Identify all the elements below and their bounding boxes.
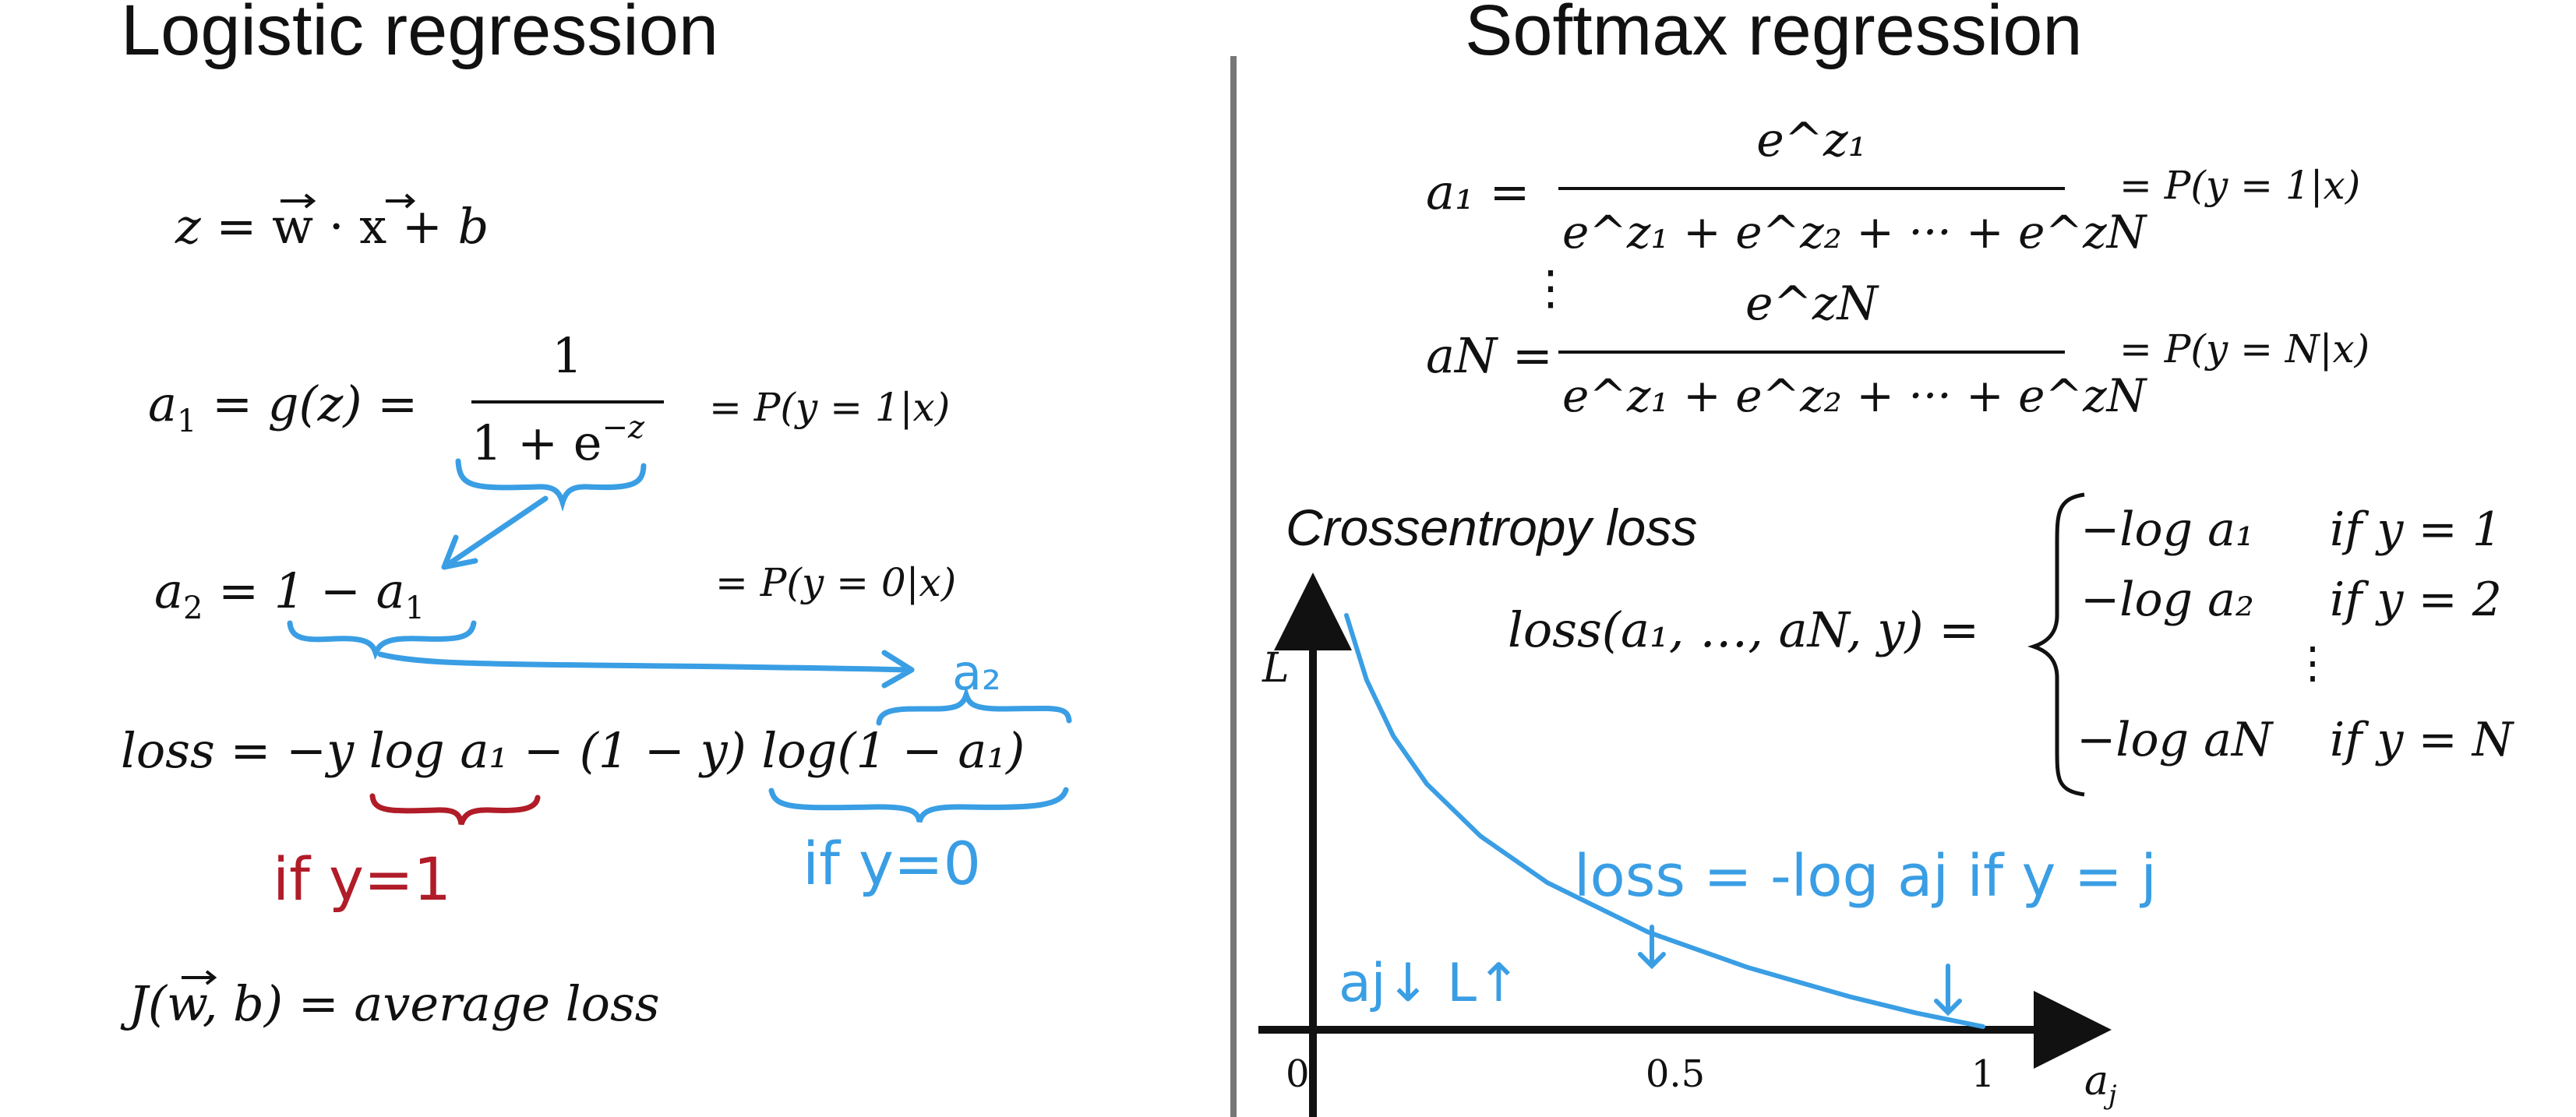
p-y1-label: = P(y = 1|x) <box>709 385 950 430</box>
softmax-a1-label: a₁ = <box>1426 164 1530 220</box>
w-vector-arrow <box>281 193 316 209</box>
case-1-expr: −log a₁ <box>2080 502 2254 557</box>
softmax-a1-denominator: e^z₁ + e^z₂ + ··· + e^zN <box>1562 206 2148 259</box>
a1-fraction-numerator: 1 <box>552 327 582 384</box>
loss-function-lhs: loss(a₁, …, aN, y) = <box>1508 601 1979 658</box>
brace-under-1-minus-a1 <box>287 620 477 661</box>
loss-cases: −log a₁ if y = 1 −log a₂ if y = 2 ⋮ −log… <box>2077 502 2515 767</box>
a2-equation: a2 = 1 − a1 <box>154 562 425 626</box>
note-a2: a₂ <box>952 644 1001 701</box>
blue-arrow-to-a1 <box>441 495 549 570</box>
red-brace <box>369 793 541 826</box>
blue-brace-a2 <box>876 685 1072 726</box>
x-tick-0.5: 0.5 <box>1646 1052 1705 1096</box>
crossentropy-title: Crossentropy loss <box>1286 499 1697 556</box>
y-axis-label: L <box>1262 645 1290 692</box>
softmax-aN-numerator: e^zN <box>1745 277 1879 331</box>
cost-w-vector-arrow <box>182 970 217 985</box>
x-axis-label: aj <box>2084 1058 2117 1111</box>
x-vector-arrow <box>386 193 416 209</box>
softmax-p-yN: = P(y = N|x) <box>2119 326 2370 372</box>
note-arrow-1 <box>1638 925 1666 970</box>
softmax-aN-denominator: e^z₁ + e^z₂ + ··· + e^zN <box>1562 369 2148 422</box>
a1-fraction-denominator: 1 + e−z <box>471 410 645 471</box>
case-N-cond: if y = N <box>2330 713 2515 767</box>
long-arrow-to-a2 <box>377 650 915 689</box>
z-equation: z = w · x + b <box>175 198 489 255</box>
case-2-expr: −log a₂ <box>2080 573 2254 627</box>
x-tick-0: 0 <box>1286 1052 1310 1096</box>
loss-curve-line <box>1344 613 1985 1029</box>
brace-under-denominator <box>455 458 647 512</box>
softmax-vdots: ⋮ <box>1527 261 1574 315</box>
loss-equation: loss = −y log a₁ − (1 − y) log(1 − a₁) <box>121 722 1025 779</box>
a1-equation-lhs: a1 = g(z) = <box>148 375 418 439</box>
cost-equation: J(w, b) = average loss <box>120 975 660 1032</box>
case-1-cond: if y = 1 <box>2330 502 2502 557</box>
softmax-p-y1: = P(y = 1|x) <box>2119 163 2360 208</box>
x-tick-1: 1 <box>1971 1052 1996 1096</box>
note-aj-down-L-up: aj↓ L↑ <box>1339 953 1521 1014</box>
left-title: Logistic regression <box>121 0 718 70</box>
note-if-y0: if y=0 <box>803 829 981 898</box>
blue-brace-under-log <box>768 787 1069 823</box>
cases-brace <box>2027 492 2085 797</box>
case-2-cond: if y = 2 <box>2330 573 2502 627</box>
case-N-expr: −log aN <box>2077 713 2274 767</box>
note-arrow-2 <box>1934 964 1962 1017</box>
softmax-aN-label: aN = <box>1426 327 1553 384</box>
right-title: Softmax regression <box>1465 0 2083 70</box>
softmax-a1-numerator: e^z₁ <box>1756 113 1866 167</box>
note-loss-log-aj: loss = -log aj if y = j <box>1574 843 2157 910</box>
cases-vdots: ⋮ <box>2291 638 2334 689</box>
p-y0-label: = P(y = 0|x) <box>715 560 956 605</box>
note-if-y1: if y=1 <box>273 844 451 914</box>
loss-curve-chart: L 0 0.5 1 aj <box>1258 573 2117 1117</box>
